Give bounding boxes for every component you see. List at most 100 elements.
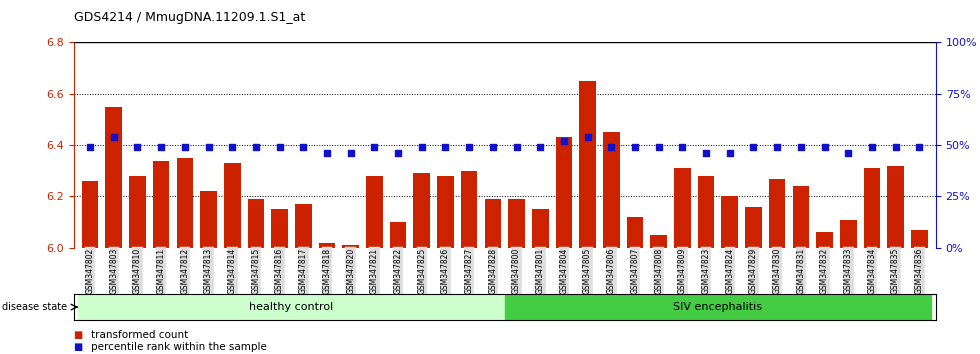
Text: GSM347818: GSM347818 — [322, 248, 331, 294]
Point — [816, 144, 832, 150]
Text: GSM347814: GSM347814 — [227, 248, 237, 294]
Text: GSM347823: GSM347823 — [702, 248, 710, 294]
Text: percentile rank within the sample: percentile rank within the sample — [91, 342, 267, 352]
Point — [414, 144, 429, 150]
Text: SIV encephalitis: SIV encephalitis — [673, 302, 762, 312]
Point — [390, 150, 406, 156]
Point — [485, 144, 501, 150]
Bar — [532, 209, 549, 248]
Bar — [674, 168, 691, 248]
Bar — [579, 81, 596, 248]
Point — [911, 144, 927, 150]
Point — [248, 144, 264, 150]
Text: GSM347807: GSM347807 — [630, 248, 640, 295]
Bar — [863, 168, 880, 248]
Text: GDS4214 / MmugDNA.11209.1.S1_at: GDS4214 / MmugDNA.11209.1.S1_at — [74, 11, 305, 24]
Point — [580, 134, 596, 140]
Text: GSM347820: GSM347820 — [346, 248, 355, 294]
Bar — [106, 107, 122, 248]
Point — [177, 144, 193, 150]
Bar — [911, 230, 928, 248]
Point — [153, 144, 169, 150]
Point — [722, 150, 738, 156]
Bar — [793, 186, 809, 248]
Bar — [367, 176, 382, 248]
Text: GSM347833: GSM347833 — [844, 248, 853, 295]
Text: GSM347827: GSM347827 — [465, 248, 473, 294]
Text: ■: ■ — [74, 342, 82, 352]
Text: disease state: disease state — [2, 302, 67, 312]
Text: GSM347803: GSM347803 — [110, 248, 119, 295]
Point — [674, 144, 690, 150]
Bar — [698, 176, 714, 248]
Text: GSM347801: GSM347801 — [536, 248, 545, 294]
Text: GSM347829: GSM347829 — [749, 248, 758, 294]
Text: GSM347825: GSM347825 — [417, 248, 426, 294]
Bar — [153, 161, 170, 248]
Text: GSM347812: GSM347812 — [180, 248, 189, 294]
Bar — [81, 181, 98, 248]
Text: GSM347808: GSM347808 — [655, 248, 663, 294]
Bar — [129, 176, 146, 248]
Point — [271, 144, 287, 150]
Text: GSM347813: GSM347813 — [204, 248, 213, 294]
Text: GSM347834: GSM347834 — [867, 248, 876, 295]
Bar — [651, 235, 667, 248]
Text: GSM347835: GSM347835 — [891, 248, 900, 295]
Bar — [437, 176, 454, 248]
Bar — [769, 178, 785, 248]
Text: GSM347828: GSM347828 — [488, 248, 498, 294]
Text: GSM347800: GSM347800 — [512, 248, 521, 295]
Bar — [295, 204, 312, 248]
Point — [462, 144, 477, 150]
Text: transformed count: transformed count — [91, 330, 188, 339]
Point — [864, 144, 880, 150]
Text: GSM347816: GSM347816 — [275, 248, 284, 294]
Point — [343, 150, 359, 156]
Bar — [509, 199, 525, 248]
Text: GSM347817: GSM347817 — [299, 248, 308, 294]
Point — [604, 144, 619, 150]
Bar — [887, 166, 904, 248]
Text: GSM347809: GSM347809 — [678, 248, 687, 295]
Text: ■: ■ — [74, 330, 82, 339]
Text: GSM347822: GSM347822 — [394, 248, 403, 294]
Text: GSM347806: GSM347806 — [607, 248, 615, 295]
Point — [367, 144, 382, 150]
Bar — [224, 163, 240, 248]
Text: GSM347810: GSM347810 — [133, 248, 142, 294]
Text: GSM347830: GSM347830 — [772, 248, 782, 295]
Bar — [484, 199, 501, 248]
Point — [319, 150, 335, 156]
Text: GSM347824: GSM347824 — [725, 248, 734, 294]
Text: GSM347805: GSM347805 — [583, 248, 592, 295]
Text: GSM347821: GSM347821 — [369, 248, 379, 294]
Text: GSM347826: GSM347826 — [441, 248, 450, 294]
Point — [769, 144, 785, 150]
Point — [129, 144, 145, 150]
Text: GSM347831: GSM347831 — [797, 248, 806, 294]
Point — [532, 144, 548, 150]
Bar — [840, 219, 857, 248]
Point — [556, 138, 571, 144]
Bar — [318, 243, 335, 248]
Text: GSM347804: GSM347804 — [560, 248, 568, 295]
Point — [296, 144, 312, 150]
Bar — [461, 171, 477, 248]
Bar — [200, 192, 217, 248]
Text: GSM347811: GSM347811 — [157, 248, 166, 294]
Bar — [342, 245, 359, 248]
Bar — [271, 209, 288, 248]
Bar — [603, 132, 619, 248]
Point — [82, 144, 98, 150]
Bar — [78, 294, 505, 320]
Text: GSM347832: GSM347832 — [820, 248, 829, 294]
Bar — [627, 217, 643, 248]
Bar — [721, 196, 738, 248]
Point — [888, 144, 904, 150]
Bar — [745, 207, 761, 248]
Bar — [556, 137, 572, 248]
Point — [651, 144, 666, 150]
Text: GSM347836: GSM347836 — [914, 248, 924, 295]
Point — [509, 144, 524, 150]
